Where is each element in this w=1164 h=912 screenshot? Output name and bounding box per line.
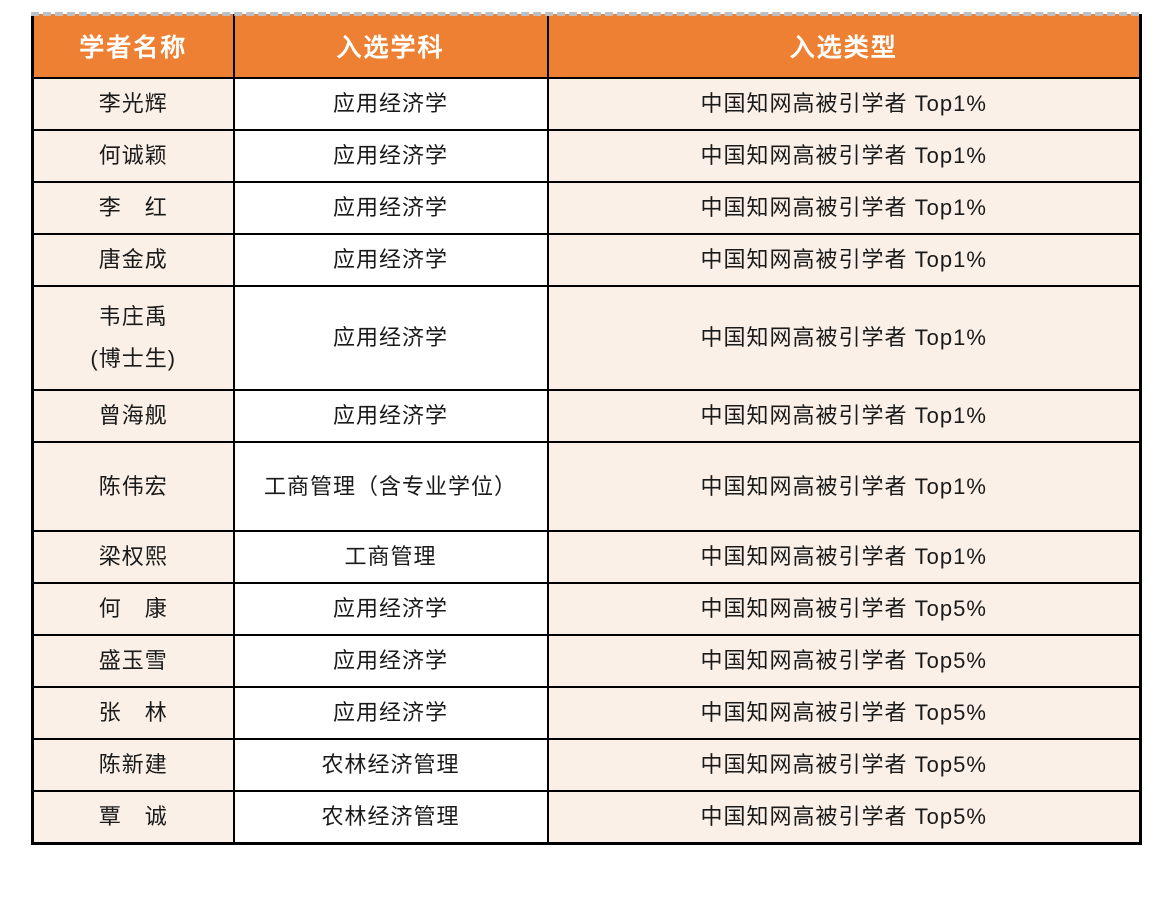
cell-discipline: 应用经济学 <box>232 389 549 443</box>
cell-name: 覃 诚 <box>31 790 235 844</box>
table-row: 张 林应用经济学 中国知网高被引学者 Top5% <box>31 686 1142 740</box>
cell-type: 中国知网高被引学者 Top1% <box>546 77 1142 131</box>
cell-name: 何 康 <box>31 582 235 636</box>
table-row: 韦庄禹 (博士生) 应用经济学 中国知网高被引学者 Top1% <box>31 285 1142 391</box>
scholars-table: 学者名称 入选学科 入选类型 李光辉 应用经济学 中国知网高被引学者 Top1% 何诚… <box>31 12 1142 845</box>
cell-type: 中国知网高被引学者 Top1% <box>546 233 1142 287</box>
table-row: 李 红应用经济学 中国知网高被引学者 Top1% <box>31 181 1142 235</box>
table-row: 何 康应用经济学 中国知网高被引学者 Top5% <box>31 582 1142 636</box>
cell-discipline: 应用经济学 <box>232 285 549 391</box>
cell-discipline: 工商管理 <box>232 530 549 584</box>
header-scholar-name: 学者名称 <box>31 14 235 79</box>
cell-name: 曾海舰 <box>31 389 235 443</box>
cell-type: 中国知网高被引学者 Top1% <box>546 285 1142 391</box>
cell-discipline: 农林经济管理 <box>232 790 549 844</box>
cell-name: 陈伟宏 <box>31 441 235 532</box>
table-row: 陈伟宏 工商管理（含专业学位） 中国知网高被引学者 Top1% <box>31 441 1142 532</box>
cell-name: 何诚颖 <box>31 129 235 183</box>
table-row: 陈新建 农林经济管理 中国知网高被引学者 Top5% <box>31 738 1142 792</box>
cell-discipline: 应用经济学 <box>232 686 549 740</box>
table-body: 李光辉 应用经济学 中国知网高被引学者 Top1% 何诚颖 应用经济学 中国知网高被引学者… <box>31 77 1142 844</box>
cell-type: 中国知网高被引学者 Top5% <box>546 634 1142 688</box>
table-row: 唐金成 应用经济学 中国知网高被引学者 Top1% <box>31 233 1142 287</box>
cell-type: 中国知网高被引学者 Top1% <box>546 181 1142 235</box>
cell-type: 中国知网高被引学者 Top5% <box>546 738 1142 792</box>
table-row: 何诚颖 应用经济学 中国知网高被引学者 Top1% <box>31 129 1142 183</box>
cell-discipline: 应用经济学 <box>232 634 549 688</box>
cell-name: 张 林 <box>31 686 235 740</box>
cell-type: 中国知网高被引学者 Top5% <box>546 582 1142 636</box>
cell-type: 中国知网高被引学者 Top1% <box>546 441 1142 532</box>
table-row: 覃 诚农林经济管理 中国知网高被引学者 Top5% <box>31 790 1142 844</box>
table-row: 曾海舰 应用经济学 中国知网高被引学者 Top1% <box>31 389 1142 443</box>
cell-name: 陈新建 <box>31 738 235 792</box>
cell-type: 中国知网高被引学者 Top1% <box>546 530 1142 584</box>
table-row: 李光辉 应用经济学 中国知网高被引学者 Top1% <box>31 77 1142 131</box>
cell-name: 李光辉 <box>31 77 235 131</box>
cell-name: 唐金成 <box>31 233 235 287</box>
cell-discipline: 应用经济学 <box>232 181 549 235</box>
cell-type: 中国知网高被引学者 Top1% <box>546 389 1142 443</box>
cell-discipline: 应用经济学 <box>232 77 549 131</box>
header-discipline: 入选学科 <box>232 14 549 79</box>
cell-name: 韦庄禹 (博士生) <box>31 285 235 391</box>
cell-discipline: 应用经济学 <box>232 582 549 636</box>
cell-discipline: 应用经济学 <box>232 233 549 287</box>
page-break-dashed-line <box>31 12 1139 16</box>
cell-discipline: 工商管理（含专业学位） <box>232 441 549 532</box>
cell-type: 中国知网高被引学者 Top5% <box>546 790 1142 844</box>
header-selection-type: 入选类型 <box>546 14 1142 79</box>
cell-type: 中国知网高被引学者 Top5% <box>546 686 1142 740</box>
header-row: 学者名称 入选学科 入选类型 <box>31 14 1142 79</box>
cell-name: 盛玉雪 <box>31 634 235 688</box>
table-row: 盛玉雪 应用经济学 中国知网高被引学者 Top5% <box>31 634 1142 688</box>
cell-type: 中国知网高被引学者 Top1% <box>546 129 1142 183</box>
cell-name: 李 红 <box>31 181 235 235</box>
scholars-table-grid: 学者名称 入选学科 入选类型 李光辉 应用经济学 中国知网高被引学者 Top1% 何诚… <box>31 14 1142 845</box>
cell-discipline: 应用经济学 <box>232 129 549 183</box>
cell-name: 梁权熙 <box>31 530 235 584</box>
cell-discipline: 农林经济管理 <box>232 738 549 792</box>
table-row: 梁权熙 工商管理 中国知网高被引学者 Top1% <box>31 530 1142 584</box>
